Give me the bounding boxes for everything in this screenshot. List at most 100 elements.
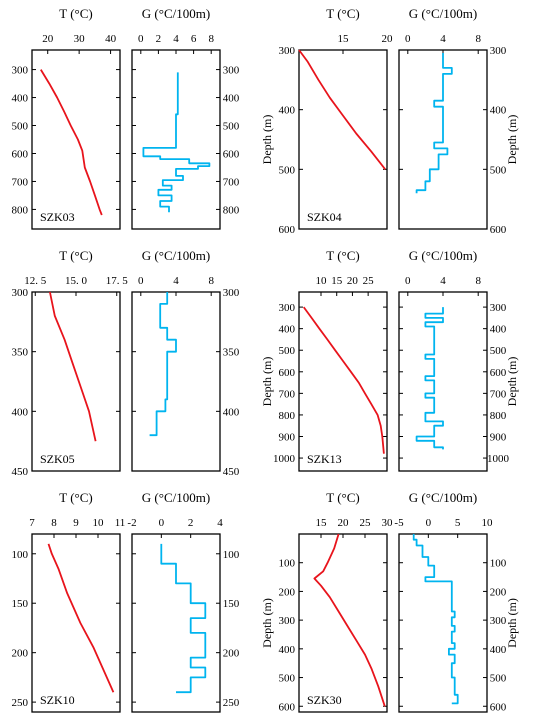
- gradient-axis-tick-label: 6: [191, 33, 197, 45]
- depth-tick-label-right: 400: [490, 644, 507, 656]
- depth-tick-label-right: 600: [223, 148, 240, 160]
- temperature-axis-tick-label: 40: [105, 33, 117, 45]
- depth-axis-label-left: Depth (m): [260, 115, 274, 165]
- temperature-plot-frame: [298, 291, 388, 472]
- depth-axis-label-left: Depth (m): [260, 598, 274, 648]
- depth-axis-label-left: Depth (m): [260, 357, 274, 407]
- depth-tick-label-left: 600: [12, 148, 29, 160]
- depth-tick-label-left: 100: [12, 549, 29, 561]
- gradient-axis-tick-label: 2: [188, 517, 194, 529]
- gradient-plot-frame: [131, 291, 221, 472]
- depth-tick-label-right: 200: [490, 586, 507, 598]
- depth-tick-label-left: 500: [279, 345, 296, 357]
- gradient-series-line: [149, 292, 177, 437]
- depth-tick-label-left: 200: [12, 648, 29, 660]
- depth-tick-label-right: 800: [490, 410, 507, 422]
- well-label: SZK30: [307, 693, 342, 707]
- well-label: SZK04: [307, 210, 342, 224]
- depth-tick-label-right: 100: [490, 558, 507, 570]
- depth-tick-label-left: 800: [279, 410, 296, 422]
- panel-szk30: T (°C) G (°C/100m) 15 20 25 30 -5 0 5 10 100 100 200…: [260, 490, 519, 713]
- depth-tick-label-left: 300: [12, 287, 29, 299]
- temperature-axis-tick-label: 15: [316, 517, 328, 529]
- temperature-axis-tick-label: 25: [363, 275, 375, 287]
- depth-tick-label-left: 900: [279, 431, 296, 443]
- gradient-series-line: [415, 307, 444, 450]
- gradient-axis-title: G (°C/100m): [142, 6, 210, 21]
- gradient-axis-tick-label: 0: [159, 517, 165, 529]
- depth-tick-label-right: 900: [490, 431, 507, 443]
- gradient-axis-title: G (°C/100m): [409, 490, 477, 505]
- gradient-axis-tick-label: 8: [475, 275, 481, 287]
- depth-tick-label-left: 250: [12, 697, 29, 709]
- depth-tick-label-left: 700: [12, 176, 29, 188]
- depth-tick-label-left: 400: [12, 406, 29, 418]
- gradient-axis-tick-label: -2: [127, 517, 136, 529]
- panel-szk04: T (°C) G (°C/100m) 15 20 0 4 8 300 300 400 400 500 5…: [260, 6, 519, 236]
- gradient-axis-tick-label: 2: [156, 33, 162, 45]
- depth-tick-label-right: 600: [490, 701, 507, 713]
- depth-tick-label-right: 300: [223, 287, 240, 299]
- depth-tick-label-left: 800: [12, 204, 29, 216]
- depth-tick-label-left: 300: [279, 615, 296, 627]
- depth-tick-label-right: 800: [223, 204, 240, 216]
- temperature-axis-title: T (°C): [59, 248, 92, 263]
- depth-tick-label-right: 300: [223, 65, 240, 77]
- depth-axis-label-right: Depth (m): [505, 357, 519, 407]
- depth-tick-label-right: 200: [223, 648, 240, 660]
- temperature-axis-tick-label: 10: [93, 517, 105, 529]
- depth-tick-label-left: 400: [12, 93, 29, 105]
- temperature-axis-tick-label: 20: [338, 517, 350, 529]
- gradient-series-line: [415, 53, 453, 194]
- temperature-axis-tick-label: 11: [115, 517, 126, 529]
- gradient-series-line: [412, 534, 459, 705]
- gradient-axis-title: G (°C/100m): [142, 490, 210, 505]
- depth-tick-label-left: 200: [279, 586, 296, 598]
- depth-tick-label-right: 500: [223, 121, 240, 133]
- gradient-axis-tick-label: 8: [208, 33, 214, 45]
- gradient-plot-frame: [398, 533, 488, 713]
- temperature-axis-tick-label: 30: [382, 517, 394, 529]
- temperature-axis-tick-label: 25: [360, 517, 372, 529]
- temperature-axis-tick-label: 30: [74, 33, 86, 45]
- depth-tick-label-right: 150: [223, 598, 240, 610]
- gradient-axis-title: G (°C/100m): [142, 248, 210, 263]
- temperature-axis-title: T (°C): [59, 490, 92, 505]
- depth-tick-label-right: 350: [223, 347, 240, 359]
- depth-tick-label-right: 1000: [487, 453, 510, 465]
- temperature-axis-title: T (°C): [326, 6, 359, 21]
- gradient-axis-tick-label: 4: [440, 33, 446, 45]
- temperature-axis-tick-label: 7: [29, 517, 35, 529]
- depth-tick-label-right: 300: [490, 615, 507, 627]
- depth-tick-label-left: 400: [279, 644, 296, 656]
- gradient-axis-tick-label: 0: [138, 33, 144, 45]
- gradient-axis-tick-label: 0: [405, 275, 411, 287]
- well-label: SZK05: [40, 452, 75, 466]
- depth-tick-label-left: 450: [12, 466, 29, 478]
- gradient-axis-tick-label: 8: [208, 275, 214, 287]
- depth-axis-label-right: Depth (m): [505, 598, 519, 648]
- temperature-axis-tick-label: 9: [73, 517, 79, 529]
- gradient-axis-tick-label: 4: [173, 33, 179, 45]
- depth-tick-label-left: 300: [279, 302, 296, 314]
- temperature-axis-tick-label: 8: [51, 517, 57, 529]
- gradient-axis-tick-label: 0: [426, 517, 432, 529]
- depth-tick-label-left: 400: [279, 105, 296, 117]
- gradient-axis-title: G (°C/100m): [409, 248, 477, 263]
- depth-tick-label-right: 600: [490, 224, 507, 236]
- depth-tick-label-left: 400: [279, 324, 296, 336]
- temperature-series-line: [49, 291, 97, 442]
- temperature-axis-tick-label: 15. 0: [65, 275, 88, 287]
- depth-tick-label-right: 700: [223, 176, 240, 188]
- gradient-series-line: [160, 543, 207, 694]
- temperature-axis-title: T (°C): [326, 490, 359, 505]
- depth-tick-label-left: 600: [279, 701, 296, 713]
- depth-tick-label-left: 600: [279, 224, 296, 236]
- gradient-plot-frame: [131, 533, 221, 713]
- temperature-plot-frame: [298, 49, 388, 230]
- temperature-series-line: [313, 533, 386, 707]
- well-label: SZK10: [40, 693, 75, 707]
- gradient-axis-tick-label: 0: [405, 33, 411, 45]
- temperature-plot-frame: [31, 49, 121, 230]
